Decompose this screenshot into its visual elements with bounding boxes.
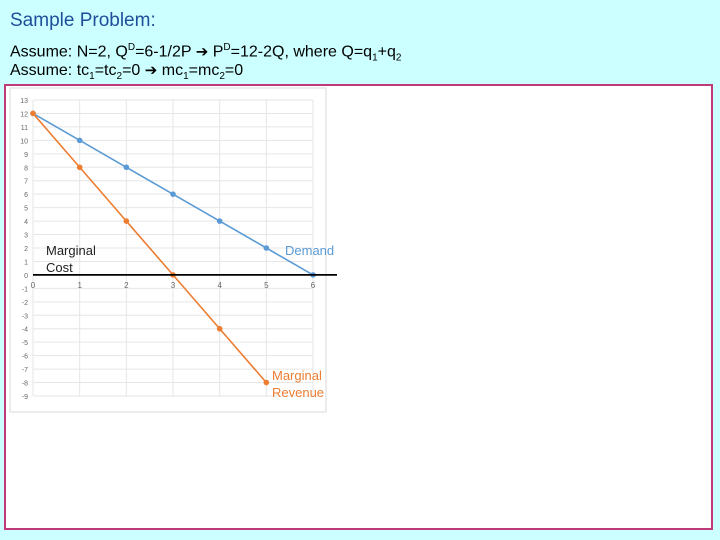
slide-title: Sample Problem: [10, 10, 156, 31]
y-tick-label: 4 [24, 219, 28, 226]
y-tick-label: -7 [22, 367, 28, 374]
y-tick-label: -6 [22, 354, 28, 361]
demand-point [76, 137, 83, 144]
y-tick-label: 6 [24, 192, 28, 199]
y-tick-label: -8 [22, 381, 28, 388]
y-tick-label: 13 [20, 98, 28, 105]
y-tick-label: 9 [24, 152, 28, 159]
marginal-revenue-point [123, 218, 130, 224]
demand-point [216, 218, 223, 224]
right-arrow-icon: ➔ [144, 62, 158, 79]
marginal-revenue-point [30, 110, 36, 117]
y-tick-label: -3 [22, 313, 28, 320]
y-tick-label: 8 [24, 165, 28, 172]
y-tick-label: 2 [24, 246, 28, 253]
marginal-revenue-point [263, 379, 270, 386]
marginal-revenue-label: Marginal Revenue [272, 368, 325, 400]
x-tick-label: 6 [311, 281, 316, 290]
y-tick-label: 11 [21, 125, 28, 132]
marginal-revenue-point [76, 164, 83, 171]
y-tick-label: 3 [24, 233, 28, 240]
demand-point [123, 164, 130, 171]
x-tick-label: 2 [124, 281, 129, 290]
x-tick-label: 1 [77, 281, 82, 290]
y-tick-label: 1 [24, 259, 28, 266]
y-tick-label: -2 [22, 300, 28, 307]
marginal-revenue-point [216, 325, 223, 332]
demand-point [170, 191, 176, 197]
chart-area [9, 87, 327, 413]
y-tick-label: 0 [24, 273, 28, 280]
x-tick-label: 4 [217, 281, 222, 290]
marginal-revenue-line [32, 112, 267, 384]
y-tick-label: -5 [22, 340, 28, 347]
marginal-cost-label: Marginal Cost [46, 243, 96, 275]
y-tick-label: -1 [22, 286, 28, 293]
assumption-line-demand: Assume: N=2, QD=6-1/2P ➔ PD=12-2Q, where… [10, 42, 402, 64]
x-tick-label: 0 [31, 281, 36, 290]
demand-label: Demand [285, 243, 335, 258]
right-arrow-icon: ➔ [195, 43, 209, 61]
x-tick-label: 3 [171, 281, 176, 290]
y-tick-label: -4 [22, 327, 28, 334]
y-tick-label: 10 [20, 138, 28, 145]
chart-frame: 13 12 11 10 9 8 7 6 5 4 3 2 1 0 -1 -2 -3 -4 -5 -6 -7 -8 -9 0 1 2 3… [4, 84, 713, 530]
x-tick-label: 5 [264, 281, 269, 290]
demand-point [263, 245, 270, 251]
y-tick-label: 5 [24, 206, 28, 213]
y-tick-label: 12 [20, 111, 28, 118]
y-tick-label: 7 [24, 179, 28, 186]
y-tick-label: -9 [22, 394, 28, 401]
assumption-line-cost: Assume: tc1=tc2=0 ➔ mc1=mc2=0 [10, 62, 244, 83]
